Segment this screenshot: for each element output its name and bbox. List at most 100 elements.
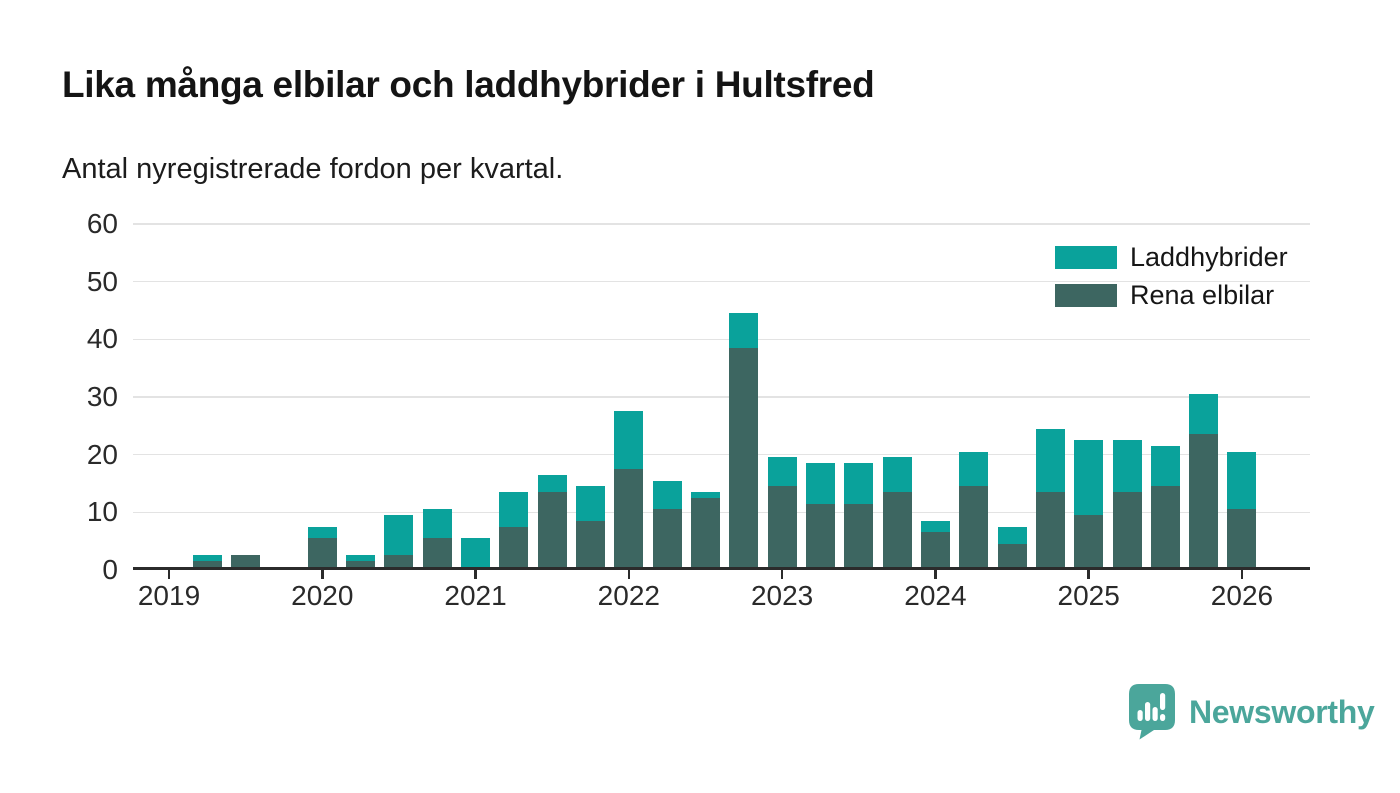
bar-segment-laddhybrider — [1074, 440, 1104, 516]
bar-2025-k4 — [1189, 394, 1219, 567]
bar-2021-k3 — [537, 474, 567, 567]
bar-2024-k1 — [920, 520, 950, 567]
x-axis-tick — [474, 570, 477, 579]
y-axis-label: 50 — [86, 265, 118, 297]
y-axis-label: 30 — [86, 381, 118, 412]
bar-2025-k2 — [1112, 440, 1142, 567]
bar-segment-rena-elbilar — [882, 492, 912, 567]
bar-segment-rena-elbilar — [729, 347, 759, 567]
bar-2022-k2 — [652, 480, 682, 567]
x-axis-label: 2024 — [904, 580, 967, 611]
bar-segment-rena-elbilar — [997, 543, 1027, 567]
bar-segment-rena-elbilar — [1074, 515, 1104, 567]
bar-2022-k3 — [690, 492, 720, 567]
x-axis-tick — [321, 570, 324, 579]
x-axis-label: 2020 — [291, 580, 354, 611]
bar-segment-laddhybrider — [997, 526, 1027, 544]
bar-segment-rena-elbilar — [231, 555, 261, 567]
bar-2026-k1 — [1227, 451, 1257, 567]
bar-2024-k3 — [997, 526, 1027, 567]
bar-segment-rena-elbilar — [767, 486, 797, 567]
bar-segment-laddhybrider — [537, 474, 567, 493]
bar-segment-laddhybrider — [882, 457, 912, 493]
bar-segment-rena-elbilar — [576, 520, 606, 567]
bar-segment-rena-elbilar — [1035, 492, 1065, 567]
bar-2024-k2 — [959, 451, 989, 567]
x-axis-tick — [1087, 570, 1090, 579]
legend-item: Laddhybrider — [1055, 242, 1288, 272]
gridline — [133, 280, 1310, 283]
bar-segment-rena-elbilar — [1189, 434, 1219, 567]
bar-segment-rena-elbilar — [1150, 486, 1180, 567]
bar-segment-laddhybrider — [805, 463, 835, 504]
x-axis-tick — [167, 570, 171, 579]
bar-segment-laddhybrider — [576, 486, 606, 521]
y-axis-label: 60 — [86, 208, 118, 239]
bar-segment-rena-elbilar — [690, 497, 720, 567]
legend: Laddhybrider Rena elbilar — [1055, 242, 1288, 322]
bar-2020-k2 — [346, 555, 376, 567]
x-axis-label: 2019 — [137, 580, 201, 611]
bar-segment-laddhybrider — [422, 509, 452, 539]
bar-segment-laddhybrider — [499, 492, 529, 527]
bar-2022-k1 — [614, 411, 644, 567]
bar-2021-k2 — [499, 492, 529, 567]
gridline — [133, 338, 1310, 341]
bar-2025-k1 — [1074, 440, 1104, 567]
bar-segment-laddhybrider — [844, 463, 874, 504]
gridline — [133, 396, 1310, 398]
x-axis-tick — [627, 570, 631, 579]
bar-2019-k2 — [192, 555, 222, 567]
bar-segment-laddhybrider — [614, 411, 644, 469]
bar-segment-rena-elbilar — [805, 503, 835, 567]
chart-subtitle: Antal nyregistrerade fordon per kvartal. — [62, 153, 564, 185]
bar-2025-k3 — [1150, 445, 1180, 567]
bar-segment-laddhybrider — [729, 313, 759, 348]
bar-segment-rena-elbilar — [652, 509, 682, 567]
x-axis-tick — [1240, 570, 1244, 579]
bar-2023-k2 — [805, 463, 835, 567]
bar-segment-rena-elbilar — [346, 561, 376, 567]
newsworthy-wordmark: Newsworthy — [1189, 693, 1375, 730]
x-axis-tick — [934, 570, 937, 579]
bar-segment-rena-elbilar — [422, 538, 452, 567]
bar-segment-laddhybrider — [767, 457, 797, 487]
x-axis-tick — [780, 570, 784, 579]
y-axis-label: 20 — [86, 438, 118, 470]
bar-segment-laddhybrider — [1150, 445, 1180, 487]
bar-segment-laddhybrider — [1035, 428, 1065, 493]
bar-segment-laddhybrider — [307, 526, 337, 539]
bar-segment-laddhybrider — [1189, 394, 1219, 435]
gridline — [133, 453, 1310, 456]
bar-segment-rena-elbilar — [499, 526, 529, 567]
y-axis-label: 40 — [86, 323, 118, 355]
bar-segment-laddhybrider — [1112, 440, 1142, 493]
chart-title: Lika många elbilar och laddhybrider i Hu… — [62, 64, 875, 105]
x-axis-label: 2022 — [597, 580, 660, 611]
bar-2021-k1 — [461, 538, 491, 567]
bar-segment-rena-elbilar — [614, 468, 644, 567]
bar-segment-laddhybrider — [920, 520, 950, 533]
y-axis-label: 10 — [86, 496, 118, 528]
legend-label: Laddhybrider — [1130, 242, 1288, 272]
bar-segment-laddhybrider — [690, 492, 720, 498]
bar-segment-rena-elbilar — [384, 555, 414, 567]
bar-segment-laddhybrider — [346, 555, 376, 562]
bar-segment-laddhybrider — [1227, 451, 1257, 510]
gridline — [133, 223, 1310, 225]
newsworthy-logo[interactable]: Newsworthy — [1128, 684, 1375, 740]
bar-segment-laddhybrider — [461, 538, 491, 567]
bar-2023-k1 — [767, 457, 797, 567]
bar-segment-rena-elbilar — [192, 561, 222, 567]
y-axis-label: 0 — [102, 554, 118, 585]
bar-2022-k4 — [729, 313, 759, 567]
newsworthy-bubble-icon — [1129, 684, 1175, 740]
bar-segment-rena-elbilar — [920, 532, 950, 567]
bar-segment-rena-elbilar — [1112, 492, 1142, 567]
bar-2020-k3 — [384, 515, 414, 567]
bar-2020-k4 — [422, 509, 452, 567]
x-axis-label: 2026 — [1210, 580, 1274, 611]
bar-2023-k3 — [844, 463, 874, 567]
x-axis-line — [133, 567, 1310, 570]
x-axis-label: 2025 — [1057, 580, 1120, 611]
